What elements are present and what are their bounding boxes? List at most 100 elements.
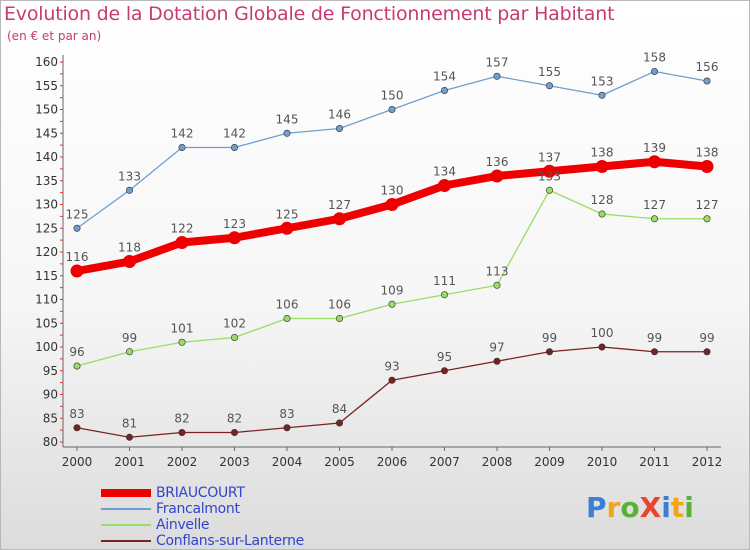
data-point [70,264,84,278]
y-tick-label: 100 [35,340,58,354]
legend-item-francalmont: Francalmont [101,501,361,517]
y-tick-label: 90 [43,388,58,402]
legend-label: Ainvelle [156,517,210,533]
data-point [228,231,241,245]
data-point [283,314,291,322]
data-label: 142 [171,127,194,141]
data-point [231,333,239,341]
data-label: 106 [328,298,351,312]
x-tick-label: 2006 [377,455,408,469]
data-label: 133 [538,169,561,183]
data-point [703,348,711,356]
data-point [175,236,189,249]
series-francalmont [73,68,711,232]
data-label: 138 [591,146,614,160]
data-point [440,291,448,299]
chart-axes: 80 85 90 95 100 105 110 115 120 125 130 135 140 145 15… [35,55,722,469]
series-conflans-sur-lanterne [73,343,711,441]
data-point [388,106,396,114]
data-point [385,198,399,211]
data-label: 82 [227,412,242,426]
data-point [388,300,396,308]
data-label: 128 [591,193,614,207]
data-point [703,215,711,223]
logo-letter: X [639,491,662,524]
data-label: 99 [647,331,662,345]
x-tick-label: 2003 [219,455,250,469]
data-point [231,428,239,436]
legend-label: Conflans-sur-Lanterne [156,533,304,549]
series-ainvelle [73,186,711,370]
legend-swatch [101,540,151,542]
data-label: 158 [643,51,666,65]
x-tick-label: 2005 [324,455,355,469]
x-tick-label: 2012 [692,455,723,469]
series-line [73,157,711,275]
data-label: 99 [699,331,714,345]
logo-letter: r [606,491,621,524]
data-label: 125 [66,207,89,221]
data-point [335,125,343,133]
y-tick-label: 150 [35,103,58,117]
data-point [283,129,291,137]
data-point [126,348,134,356]
data-label: 138 [696,146,719,160]
data-label: 130 [381,184,404,198]
x-tick-label: 2004 [272,455,303,469]
data-label: 146 [328,108,351,122]
y-tick-label: 145 [35,126,58,140]
data-label: 106 [276,298,299,312]
data-label: 122 [171,222,194,236]
legend-item-briaucourt: BRIAUCOURT [101,485,361,501]
data-label: 84 [332,402,347,416]
data-point [595,160,609,173]
x-tick-label: 2011 [639,455,670,469]
data-point [280,221,294,235]
data-point [650,215,658,223]
data-label: 101 [171,321,194,335]
x-tick-label: 2009 [534,455,565,469]
x-tick-label: 2000 [62,455,93,469]
data-point [283,424,291,432]
data-point [545,82,553,90]
x-tick-label: 2008 [482,455,513,469]
logo-letter: t [670,491,685,524]
data-point [73,224,81,232]
legend-swatch [101,524,151,526]
y-tick-label: 115 [35,269,58,283]
data-point [703,77,711,85]
data-point [545,348,553,356]
data-label: 150 [381,89,404,103]
y-tick-label: 130 [35,198,58,212]
data-label: 125 [276,207,299,221]
data-point [598,91,606,99]
data-point [440,367,448,375]
data-label: 142 [223,127,246,141]
data-point [333,212,346,226]
data-label: 82 [174,412,189,426]
logo-letter: i [684,491,694,524]
data-labels-layer: 125 133 142 142 145 146 150 154 157 155 153 158 156 9… [66,51,719,431]
y-tick-label: 155 [35,79,58,93]
data-label: 111 [433,274,456,288]
data-label: 139 [643,141,666,155]
data-point [126,186,134,194]
data-point [493,72,501,80]
data-point [440,87,448,95]
data-point [493,281,501,289]
data-point [231,144,239,152]
data-label: 156 [696,60,719,74]
legend-label: BRIAUCOURT [156,485,245,501]
y-tick-label: 135 [35,174,58,188]
data-label: 154 [433,70,456,84]
data-label: 81 [122,416,137,430]
data-label: 153 [591,74,614,88]
y-tick-label: 120 [35,245,58,259]
data-label: 99 [122,331,137,345]
data-point [650,348,658,356]
legend-swatch [101,508,151,510]
data-label: 100 [591,326,614,340]
chart-subtitle: (en € et par an) [7,29,102,43]
data-label: 83 [279,407,294,421]
